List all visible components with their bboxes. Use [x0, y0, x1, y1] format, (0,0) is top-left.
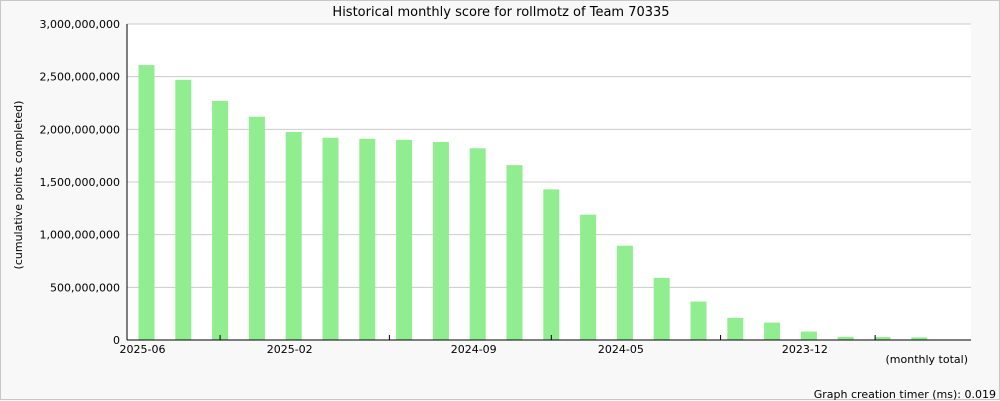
- x-tick-label: 2025-06: [120, 343, 166, 356]
- y-tick-label: 0: [113, 334, 120, 347]
- y-tick-label: 2,500,000,000: [40, 71, 120, 84]
- y-tick-label: 500,000,000: [50, 281, 120, 294]
- y-tick-label: 1,500,000,000: [40, 176, 120, 189]
- bar: [212, 100, 229, 340]
- bar: [911, 337, 928, 340]
- bar: [506, 165, 523, 340]
- bar: [175, 79, 192, 341]
- bar: [322, 137, 339, 340]
- bar: [138, 65, 155, 340]
- bar: [837, 336, 854, 340]
- bar: [690, 301, 707, 340]
- y-tick-label: 2,000,000,000: [40, 123, 120, 136]
- plot-area: 0 500,000,000 1,000,000,000 1,500,000,000 2,…: [40, 18, 971, 356]
- x-tick-label: 2024-05: [598, 343, 644, 356]
- bar: [432, 141, 449, 340]
- bar: [396, 139, 413, 340]
- bar: [653, 277, 670, 340]
- bar: [874, 337, 891, 340]
- chart-title: Historical monthly score for rollmotz of…: [332, 5, 669, 20]
- bar: [469, 148, 486, 340]
- y-tick-label: 3,000,000,000: [40, 18, 120, 31]
- bar: [800, 331, 817, 340]
- bar: [727, 317, 744, 340]
- x-tick-label: 2025-02: [267, 343, 313, 356]
- x-tick-label: 2023-12: [782, 343, 828, 356]
- bar: [764, 322, 781, 340]
- bar: [248, 116, 265, 341]
- bar: [543, 189, 560, 340]
- bar: [580, 214, 597, 340]
- bar: [616, 245, 633, 340]
- graph-timer-text: Graph creation timer (ms): 0.019: [814, 388, 996, 401]
- y-tick-label: 1,000,000,000: [40, 229, 120, 242]
- bar: [359, 138, 376, 340]
- x-tick-label: 2024-09: [451, 343, 497, 356]
- bar: [285, 131, 302, 340]
- y-axis-label: (cumulative points completed): [12, 101, 25, 270]
- x-axis-label: (monthly total): [886, 353, 969, 366]
